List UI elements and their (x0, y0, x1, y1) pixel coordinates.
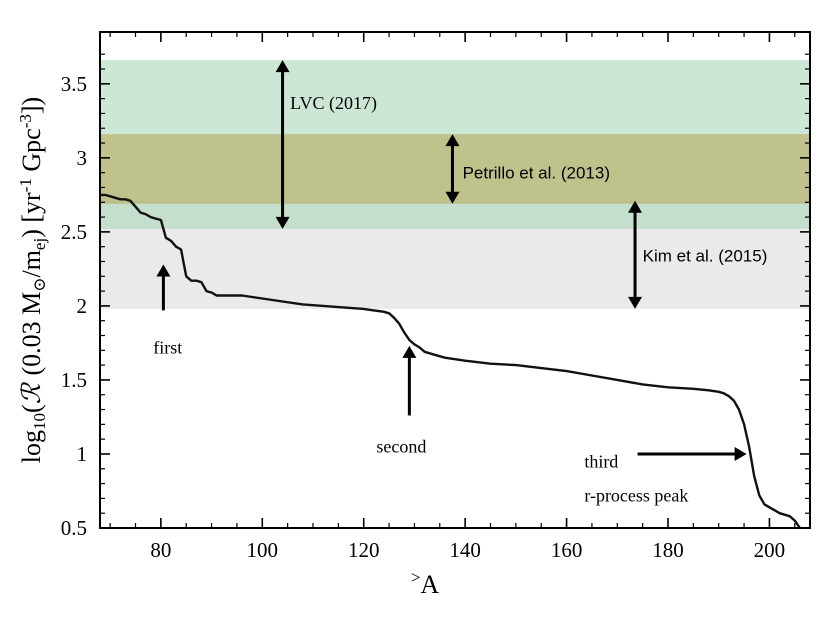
x-tick-label: 140 (449, 538, 481, 562)
plot-frame (99, 31, 811, 529)
plot-border (99, 31, 811, 529)
y-tick-label: 1.5 (61, 368, 87, 392)
annotation-petrillo: Petrillo et al. (2013) (445, 134, 610, 204)
annotation-arrow-head (628, 296, 643, 309)
annotation-arrow-head (445, 191, 460, 204)
y-tick-label: 0.5 (61, 516, 87, 540)
annotation-label: first (153, 337, 182, 357)
annotation-arrow-head (628, 200, 643, 213)
annotation-kim: Kim et al. (2015) (628, 200, 768, 309)
x-tick-label: 120 (348, 538, 380, 562)
annotation-third: third (584, 446, 747, 471)
annotation-arrow-head (402, 345, 417, 358)
x-tick-label: 80 (150, 538, 171, 562)
annotation-arrow-head (275, 216, 290, 229)
x-tick-label: 160 (551, 538, 583, 562)
y-tick-label: 3 (77, 146, 88, 170)
x-tick-label: 200 (754, 538, 786, 562)
ticks: 80 100 120 140 160 180 200 0.5 1 1.5 2 2.5 3 3.5 (61, 32, 810, 562)
annotation-label: LVC (2017) (290, 93, 377, 114)
annotation-third2: r-process peak (584, 485, 688, 505)
series (100, 193, 801, 528)
annotation-label: third (584, 451, 618, 471)
annotation-label: Petrillo et al. (2013) (463, 164, 610, 183)
annotation-arrow-head (156, 264, 171, 277)
y-tick-label: 1 (77, 442, 88, 466)
annotation-arrow-head (734, 446, 747, 461)
y-tick-label: 2 (77, 294, 88, 318)
y-axis-label: log10(ℛ(0.03 M⊙/mej) [yr-1 Gpc-3]) (16, 97, 49, 463)
y-tick-label: 3.5 (61, 72, 87, 96)
annotation-label: r-process peak (584, 485, 688, 505)
y-tick-label: 2.5 (61, 220, 87, 244)
bands (100, 60, 810, 309)
annotation-label: second (376, 437, 426, 457)
x-axis-label: >A (411, 568, 440, 599)
annotation-first: first (153, 264, 182, 357)
x-tick-label: 100 (247, 538, 279, 562)
annotations: LVC (2017) Petrillo et al. (2013) Kim et a… (153, 60, 767, 505)
x-tick-label: 180 (652, 538, 684, 562)
series-line-0 (100, 193, 801, 528)
annotation-second: second (376, 345, 426, 457)
annotation-lvc: LVC (2017) (275, 60, 377, 229)
annotation-arrow-head (275, 60, 290, 73)
annotation-label: Kim et al. (2015) (643, 247, 768, 266)
annotation-arrow-head (445, 134, 460, 147)
